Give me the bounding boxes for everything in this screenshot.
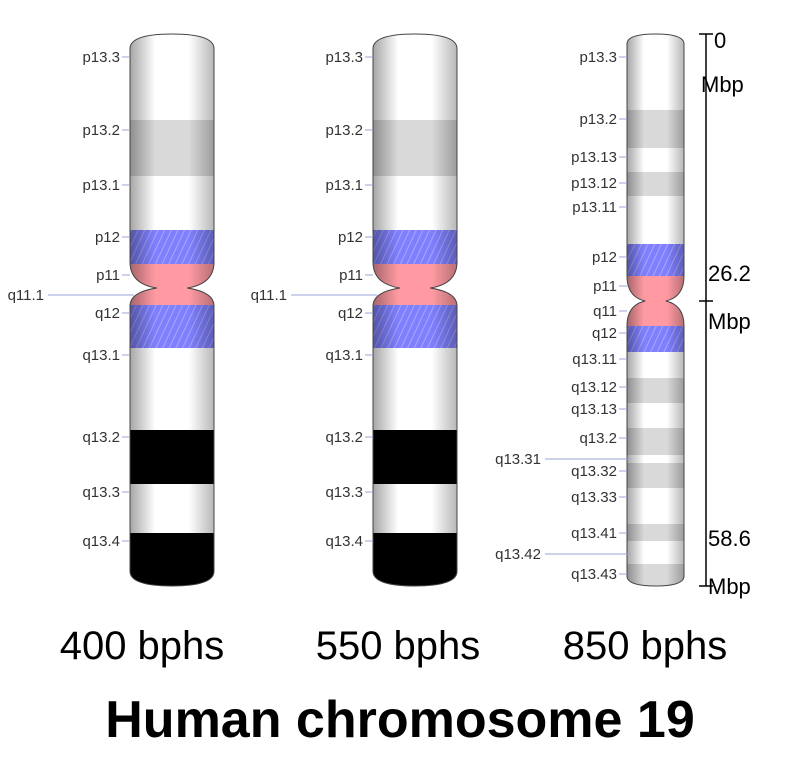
scale-value-bottom: 58.6 [708,526,751,551]
band-label-p12: p12 [338,229,363,246]
chromosome-outline [129,33,215,587]
band-label-q13.13: q13.13 [571,401,617,418]
band-label-q11.1: q11.1 [8,287,44,304]
band-label-q13.33: q13.33 [571,489,617,506]
band-label-q13.11: q13.11 [572,351,617,368]
band-label-q11.1: q11.1 [251,287,287,304]
band-label-q13.1: q13.1 [82,347,120,364]
cylinder-shading [130,34,214,586]
cylinder-shading [627,34,684,586]
scale-unit-mid: Mbp [708,309,751,334]
band-label-q12: q12 [338,305,363,322]
band-label-q13.42: q13.42 [495,546,541,563]
band-label-q13.3: q13.3 [82,484,120,501]
resolution-label-400: 400 bphs [59,624,225,668]
band-group [627,34,684,586]
band-label-p13.1: p13.1 [325,177,363,194]
band-label-q12: q12 [95,305,120,322]
chromosome-outline [372,33,458,587]
band-label-q13.2: q13.2 [579,430,617,447]
band-label-p11: p11 [96,267,120,284]
scale-unit-top: Mbp [701,72,744,97]
scale-unit-bottom: Mbp [708,574,751,599]
band-label-q13.43: q13.43 [571,566,617,583]
band-label-p13.13: p13.13 [571,149,617,166]
band-label-q13.4: q13.4 [82,533,120,550]
band-label-p13.3: p13.3 [579,49,617,66]
band-label-p12: p12 [592,249,617,266]
band-label-q13.32: q13.32 [571,463,617,480]
band-label-p12: p12 [95,229,120,246]
diagram-title: Human chromosome 19 [105,691,695,749]
band-label-q11: q11 [593,303,617,320]
resolution-label-850: 850 bphs [562,624,728,668]
band-label-p13.3: p13.3 [82,49,120,66]
band-label-p13.2: p13.2 [325,122,363,139]
band-label-q13.12: q13.12 [571,379,617,396]
band-group [373,34,457,586]
scale-value-mid: 26.2 [708,261,751,286]
band-label-q12: q12 [592,325,617,342]
band-label-q13.31: q13.31 [495,451,541,468]
band-label-p11: p11 [339,267,363,284]
band-label-p11: p11 [593,278,617,295]
resolution-label-550: 550 bphs [315,624,481,668]
band-group [130,34,214,586]
ideogram-850-bphs: p13.3 p13.2 p13.13 p13.12 p13.11 p12 p11 q11 q12… [495,28,751,599]
band-label-q13.3: q13.3 [325,484,363,501]
band-label-p13.2: p13.2 [579,111,617,128]
band-label-q13.41: q13.41 [571,525,617,542]
band-label-p13.12: p13.12 [571,175,617,192]
band-label-p13.11: p13.11 [572,199,617,216]
ideogram-550-bphs: p13.3 p13.2 p13.1 p12 p11 q11.1 q12 q13.1 q13.2 q… [251,33,458,587]
chromosome-ideogram-diagram: p13.3 p13.2 p13.1 p12 p11 q11.1 q12 q13.1 q13.2 q… [8,28,751,599]
chromosome-outline [626,33,685,587]
band-label-q13.2: q13.2 [82,429,120,446]
band-label-p13.1: p13.1 [82,177,120,194]
band-label-q13.4: q13.4 [325,533,363,550]
band-label-q13.2: q13.2 [325,429,363,446]
band-label-q13.1: q13.1 [325,347,363,364]
scale-value-top: 0 [714,28,726,53]
ideogram-400-bphs: p13.3 p13.2 p13.1 p12 p11 q11.1 q12 q13.1 q13.2 q… [8,33,215,587]
cylinder-shading [373,34,457,586]
band-label-p13.3: p13.3 [325,49,363,66]
band-label-p13.2: p13.2 [82,122,120,139]
